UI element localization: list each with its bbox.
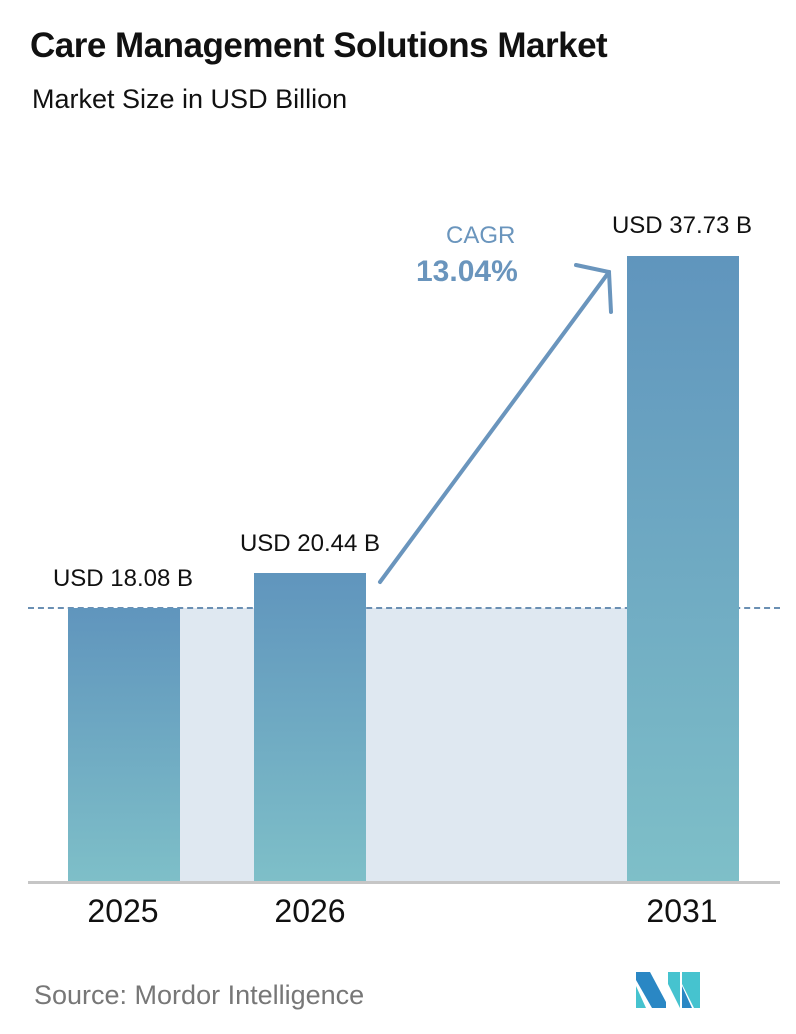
x-axis (28, 881, 780, 884)
bar-2031 (627, 256, 739, 881)
reference-line (28, 607, 780, 609)
bar-value-label: USD 37.73 B (611, 212, 753, 239)
bar-2025 (68, 608, 180, 881)
x-tick-label: 2025 (87, 893, 159, 929)
chart-subtitle: Market Size in USD Billion (32, 84, 348, 114)
source-note: Source: Mordor Intelligence (34, 980, 365, 1010)
x-tick-label: 2031 (646, 893, 718, 929)
x-tick-label: 2026 (274, 893, 346, 929)
cagr-value: 13.04% (416, 255, 518, 288)
chart-title: Care Management Solutions Market (30, 26, 608, 65)
bar-value-label: USD 20.44 B (239, 530, 381, 557)
bar-2026 (254, 573, 366, 881)
mordor-intelligence-logo-icon (636, 972, 700, 1008)
bar-value-label: USD 18.08 B (52, 565, 194, 592)
cagr-label: CAGR (446, 222, 516, 249)
